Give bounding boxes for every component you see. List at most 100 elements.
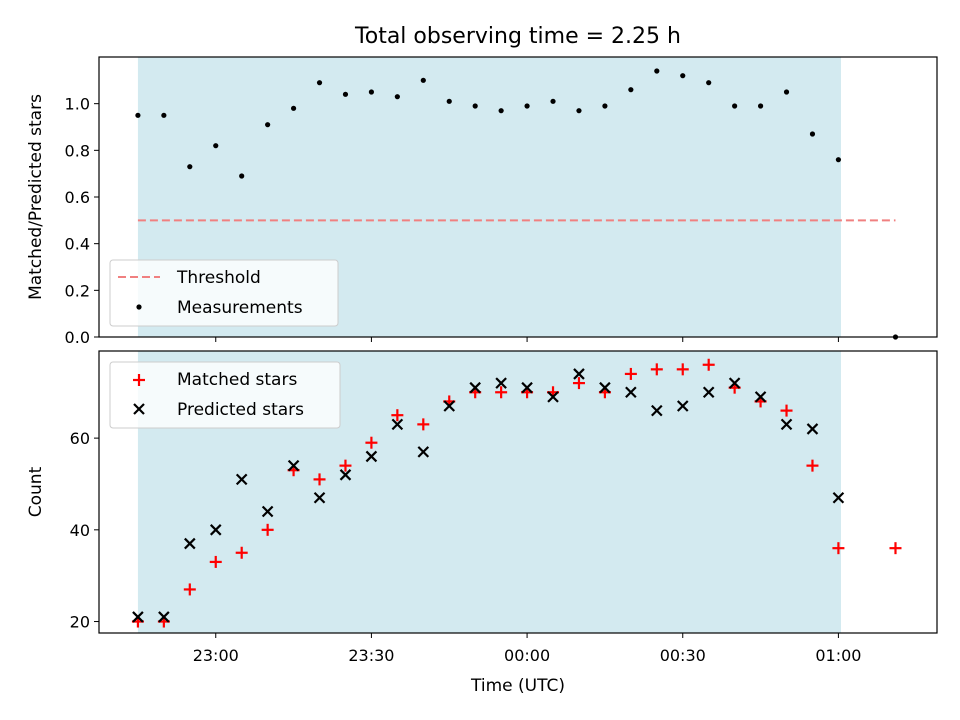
- predicted-star-point: [676, 400, 689, 412]
- predicted-star-point: [521, 381, 533, 394]
- y-tick-label: 40: [70, 521, 90, 540]
- measurement-point: [187, 164, 193, 170]
- predicted-star-point: [754, 391, 767, 403]
- measurement-point: [161, 112, 167, 118]
- y-tick-label: 1.0: [65, 95, 90, 114]
- chart-title: Total observing time = 2.25 h: [354, 24, 681, 49]
- matched-star-point: [261, 523, 274, 536]
- matched-star-point: [572, 377, 585, 390]
- predicted-star-point: [599, 381, 611, 394]
- predicted-star-point: [417, 446, 430, 458]
- measurement-point: [342, 91, 349, 97]
- predicted-star-point: [806, 423, 819, 435]
- measurement-point: [316, 80, 323, 86]
- matched-star-point: [235, 546, 248, 559]
- matched-star-point: [780, 404, 793, 417]
- matched-star-point: [650, 363, 663, 376]
- predicted-star-point: [728, 377, 741, 389]
- legend-threshold-label: Threshold: [176, 268, 261, 288]
- matched-star-point: [676, 363, 689, 376]
- predicted-star-point: [158, 611, 170, 623]
- measurement-point: [550, 98, 556, 104]
- x-tick-label: 23:30: [348, 646, 394, 665]
- x-tick-label: 23:00: [193, 646, 239, 665]
- y-tick-label: 0.6: [65, 188, 90, 207]
- matched-star-point: [889, 542, 902, 555]
- predicted-star-point: [651, 404, 663, 417]
- measurement-point: [783, 89, 790, 95]
- count-panel-frame: [98, 350, 938, 634]
- measurement-point: [524, 103, 530, 109]
- predicted-star-point: [261, 505, 274, 518]
- measurement-point: [706, 80, 712, 86]
- y-tick-label: 0.0: [65, 328, 90, 347]
- matched-star-point: [417, 418, 430, 431]
- predicted-star-point: [547, 391, 559, 403]
- x-tick-label: 01:00: [815, 646, 861, 665]
- predicted-star-point: [780, 418, 793, 431]
- predicted-star-point: [469, 381, 481, 394]
- matched-star-point: [832, 542, 845, 555]
- ratio-y-axis-label: Matched/Predicted stars: [26, 94, 46, 300]
- measurement-point: [446, 98, 452, 104]
- count-legend: Matched stars Predicted stars: [109, 361, 341, 429]
- predicted-star-point: [209, 524, 222, 536]
- legend-measurements-swatch: [136, 304, 142, 310]
- ratio-legend: Threshold Measurements: [109, 259, 339, 327]
- y-tick-label: 60: [70, 429, 90, 448]
- measurement-point: [213, 143, 219, 149]
- ratio-panel-frame: [98, 56, 938, 338]
- count-y-axis-label: Count: [26, 466, 46, 517]
- measurement-point: [602, 103, 608, 109]
- predicted-star-point: [132, 611, 144, 623]
- matched-star-point: [365, 436, 378, 449]
- x-axis-label: Time (UTC): [470, 676, 565, 696]
- predicted-star-point: [495, 377, 507, 389]
- measurement-point: [420, 77, 426, 83]
- measurement-point: [680, 73, 686, 79]
- matched-star-point: [495, 386, 508, 399]
- measurement-point: [654, 68, 660, 74]
- measurement-point: [835, 157, 842, 163]
- predicted-star-point: [365, 450, 378, 463]
- y-tick-label: 0.8: [65, 141, 90, 160]
- matched-star-point: [806, 459, 819, 472]
- measurement-point: [472, 103, 478, 109]
- ratio-panel: 0.0 0.2 0.4 0.6 0.8 1.0 Matched/Predicted sta…: [26, 56, 938, 347]
- y-tick-label: 0.4: [65, 235, 90, 254]
- x-tick-label: 00:00: [504, 646, 550, 665]
- predicted-star-point: [184, 537, 196, 550]
- measurement-point: [732, 103, 738, 109]
- matched-star-point: [313, 473, 326, 486]
- y-tick-label: 20: [70, 613, 90, 632]
- legend-measurements-label: Measurements: [177, 298, 303, 318]
- predicted-star-point: [443, 400, 456, 412]
- predicted-star-point: [287, 459, 300, 472]
- count-panel: 20 40 60 23:00 23:30 00:00 00:30 01:00 Count T…: [26, 350, 938, 696]
- count-legend-box: [109, 361, 341, 429]
- legend-predicted-label: Predicted stars: [177, 400, 304, 420]
- y-tick-label: 0.2: [65, 281, 90, 300]
- predicted-star-point: [702, 386, 715, 399]
- matched-star-point: [624, 367, 637, 380]
- measurement-point: [394, 94, 400, 100]
- measurement-point: [576, 108, 582, 114]
- legend-matched-label: Matched stars: [177, 370, 297, 390]
- measurement-point: [290, 105, 297, 111]
- measurement-point: [498, 108, 504, 114]
- measurement-point: [628, 87, 634, 93]
- measurement-point: [135, 112, 141, 118]
- predicted-star-point: [339, 469, 352, 481]
- legend-predicted-swatch: [133, 403, 145, 415]
- measurement-point: [368, 89, 375, 95]
- measurement-point: [809, 131, 816, 137]
- predicted-star-point: [313, 491, 326, 504]
- predicted-star-point: [832, 491, 845, 504]
- predicted-star-point: [573, 368, 585, 380]
- measurement-point: [757, 103, 764, 109]
- matched-star-point: [702, 358, 715, 371]
- predicted-star-point: [391, 418, 404, 431]
- measurement-point: [265, 122, 271, 128]
- predicted-star-point: [235, 473, 248, 486]
